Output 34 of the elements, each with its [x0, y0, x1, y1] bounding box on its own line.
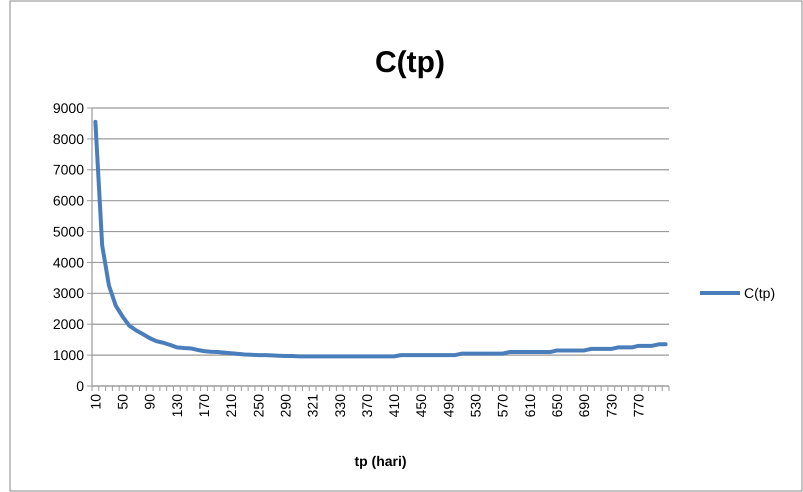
y-tick-label: 7000	[52, 162, 84, 178]
x-tick-label: 410	[386, 394, 402, 418]
x-tick-label: 321	[304, 394, 321, 418]
y-tick-label: 2000	[52, 316, 84, 332]
x-tick-label: 290	[277, 394, 294, 418]
x-tick-label: 130	[168, 394, 185, 418]
x-tick-label: 570	[494, 394, 511, 418]
y-tick-label: 4000	[52, 254, 84, 270]
x-tick-label: 210	[223, 394, 240, 418]
x-tick-label: 450	[413, 394, 430, 418]
x-tick-label: 770	[630, 394, 646, 418]
x-tick-label: 650	[548, 394, 565, 418]
x-tick-label: 690	[576, 394, 592, 418]
y-tick-label: 5000	[52, 223, 84, 240]
x-tick-label: 50	[114, 394, 131, 410]
y-tick-label: 0	[76, 378, 84, 394]
x-tick-label: 330	[332, 394, 348, 418]
y-tick-label: 3000	[52, 285, 84, 302]
x-tick-label: 170	[196, 394, 212, 418]
x-tick-label: 250	[250, 394, 266, 418]
chart-title: C(tp)	[375, 46, 445, 79]
y-tick-label: 8000	[52, 130, 84, 147]
y-tick-label: 9000	[52, 100, 84, 116]
x-tick-label: 490	[440, 394, 456, 418]
legend-label: C(tp)	[744, 284, 776, 301]
x-tick-label: 90	[142, 394, 158, 410]
x-tick-label: 530	[468, 394, 484, 418]
y-tick-label: 6000	[52, 192, 84, 209]
x-tick-label: 730	[603, 394, 620, 418]
x-tick-label: 10	[87, 394, 104, 410]
y-tick-label: 1000	[52, 347, 84, 364]
x-tick-label: 610	[522, 394, 538, 418]
x-tick-label: 370	[358, 394, 375, 418]
x-axis-title: tp (hari)	[354, 453, 407, 469]
